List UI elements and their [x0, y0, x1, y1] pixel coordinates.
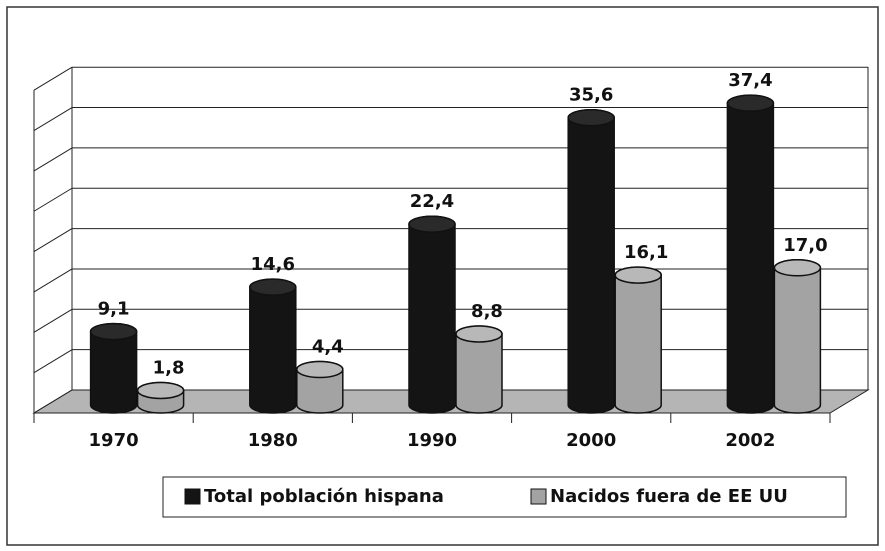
bar-top	[773, 259, 822, 277]
data-label: 4,4	[312, 336, 344, 357]
legend	[162, 476, 847, 518]
data-label: 8,8	[471, 301, 503, 322]
grid-line	[33, 228, 73, 253]
data-label: 35,6	[569, 85, 613, 106]
data-label: 14,6	[251, 254, 295, 275]
bar-top	[89, 322, 138, 341]
grid-line	[33, 308, 73, 333]
bar-top	[408, 215, 456, 233]
data-label: 9,1	[98, 299, 130, 320]
bar-top	[726, 94, 775, 112]
x-tick-label: 2002	[725, 430, 775, 451]
data-label: 22,4	[410, 191, 454, 212]
bar	[614, 266, 662, 414]
bar-top	[455, 325, 503, 343]
x-tick-label: 1980	[248, 430, 298, 451]
grid-line	[33, 147, 73, 172]
bar	[249, 278, 297, 414]
grid-line	[33, 268, 73, 293]
legend-label: Nacidos fuera de EE UU	[550, 486, 788, 507]
bar-top	[567, 108, 615, 127]
data-label: 16,1	[624, 242, 668, 263]
data-label: 1,8	[153, 357, 185, 378]
bar	[567, 108, 615, 414]
bar	[773, 259, 822, 414]
grid-line	[33, 107, 73, 131]
bar-top	[249, 278, 297, 296]
bar-top	[614, 266, 662, 284]
legend-label: Total población hispana	[204, 486, 444, 507]
legend-swatch	[530, 488, 547, 505]
bar-top	[136, 381, 185, 400]
grid-line	[33, 66, 73, 91]
bar	[408, 215, 456, 414]
bar-top	[296, 360, 344, 379]
x-tick-label: 2000	[566, 430, 616, 451]
legend-swatch	[184, 488, 201, 505]
grid-line	[33, 389, 73, 414]
x-tick-label: 1990	[407, 430, 457, 451]
grid-line	[33, 349, 73, 374]
data-label: 17,0	[783, 235, 827, 256]
data-label: 37,4	[728, 70, 772, 91]
grid-line	[33, 187, 73, 212]
x-tick-label: 1970	[89, 430, 139, 451]
bar	[726, 94, 775, 414]
